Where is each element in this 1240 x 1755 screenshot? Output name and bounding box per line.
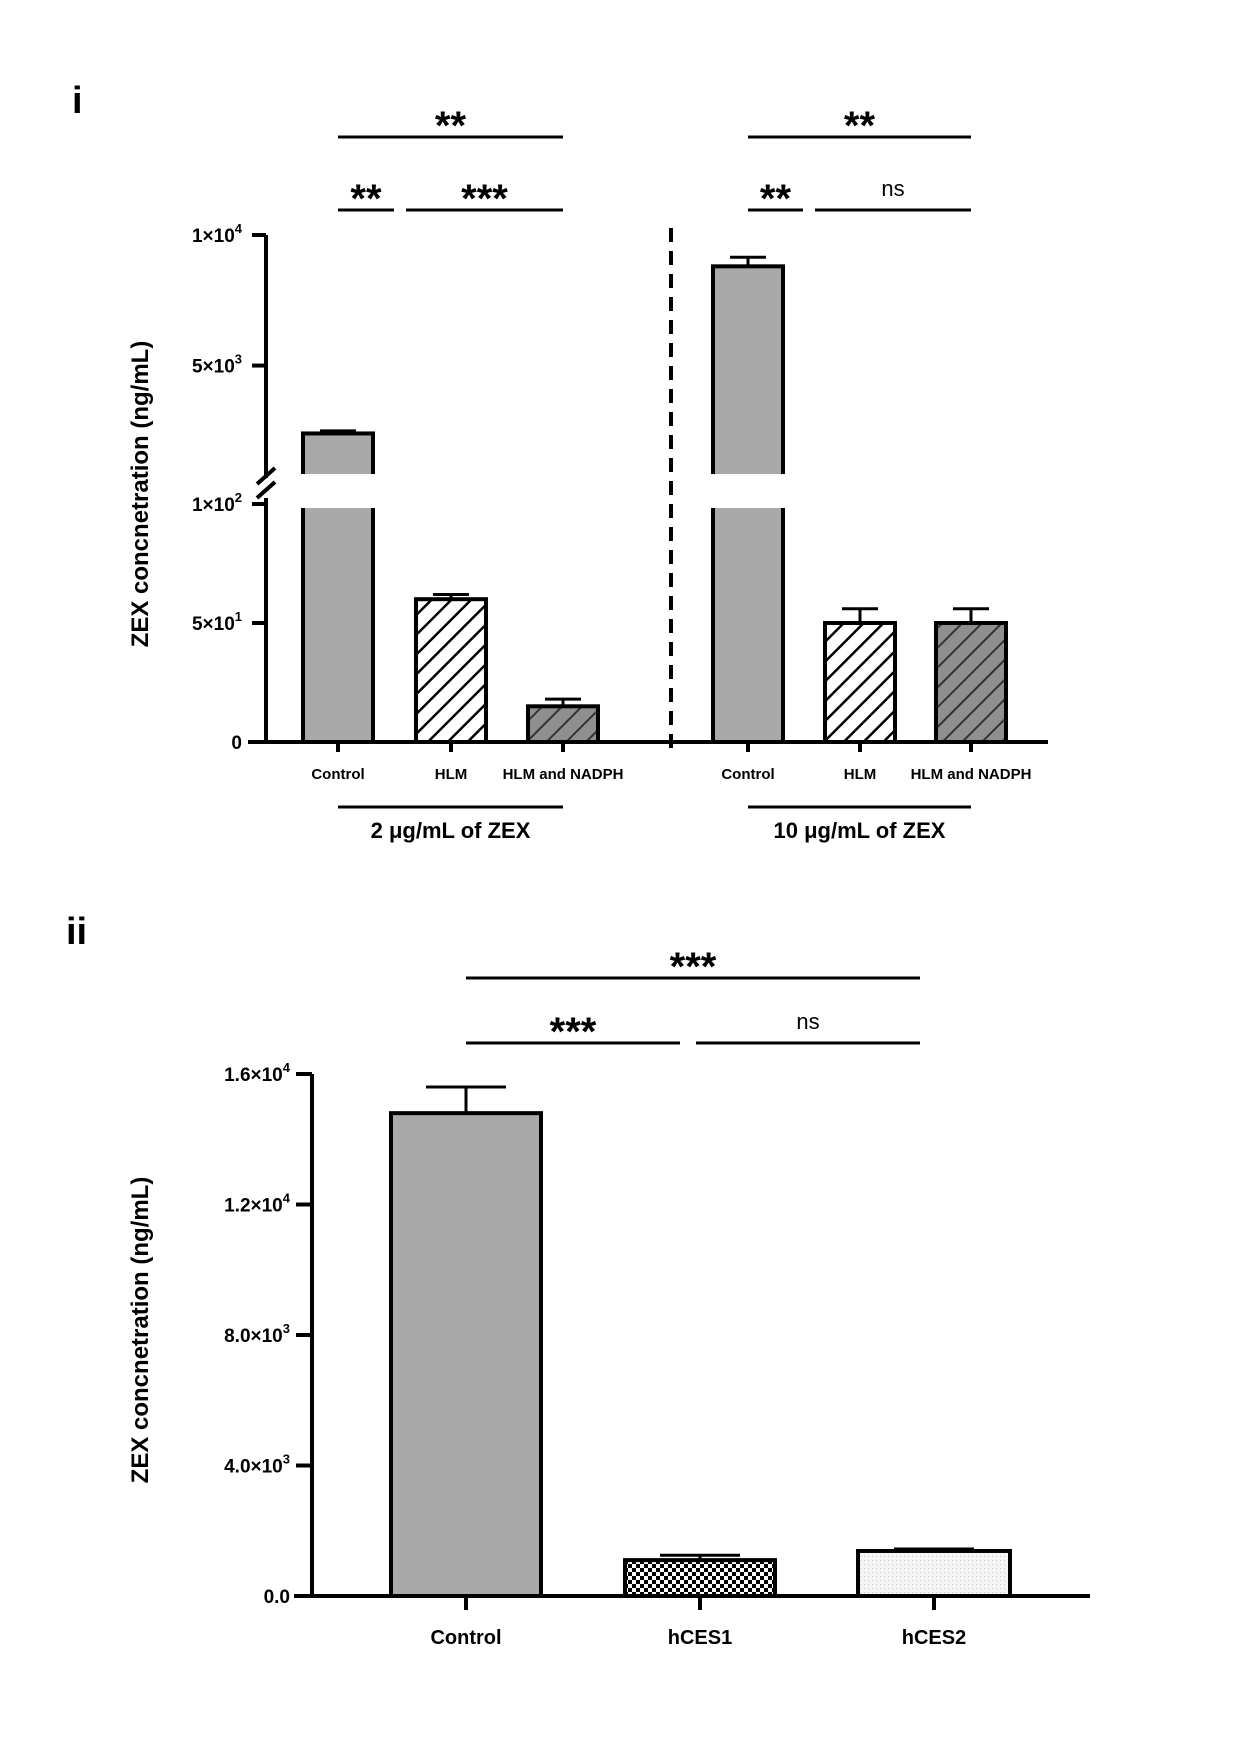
axis-break-mark xyxy=(255,480,277,500)
panel-ii-chart: 0.0 4.0×103 8.0×103 1.2×104 1.6×104 ZEX concn… xyxy=(127,945,1090,1649)
significance-bracket-label: ns xyxy=(881,176,904,201)
y-tick-label: 1×102 xyxy=(192,490,242,516)
significance-bracket-label: ** xyxy=(435,104,467,148)
panel-label-i: i xyxy=(72,80,83,122)
axis-break-mark xyxy=(255,466,277,486)
bar-break-gap xyxy=(710,474,786,508)
significance-bracket-label: *** xyxy=(550,1010,597,1054)
panel-label-ii: ii xyxy=(66,911,87,953)
x-tick-label: HLM xyxy=(844,766,877,783)
x-tick-label: HLM and NADPH xyxy=(503,766,624,783)
x-tick-label: Control xyxy=(430,1627,501,1649)
y-tick-label: 1×104 xyxy=(192,221,243,247)
significance-bracket-label: ** xyxy=(760,177,792,221)
x-tick-label: HLM and NADPH xyxy=(911,766,1032,783)
x-tick-label: Control xyxy=(311,766,364,783)
x-tick-label: Control xyxy=(721,766,774,783)
significance-bracket-label: ** xyxy=(844,104,876,148)
y-tick-label: 5×103 xyxy=(192,352,242,378)
group-label: 10 μg/mL of ZEX xyxy=(774,818,946,843)
bar-hces2 xyxy=(856,1548,1012,1599)
y-tick-label: 1.2×104 xyxy=(224,1191,291,1217)
bar-hlm xyxy=(823,621,897,744)
bar-control xyxy=(389,1111,543,1599)
significance-bracket-label: ns xyxy=(796,1009,819,1034)
y-tick-label: 4.0×103 xyxy=(224,1452,290,1478)
x-tick-label: hCES2 xyxy=(902,1627,966,1649)
y-axis-title: ZEX concnetration (ng/mL) xyxy=(127,1177,154,1484)
group-label: 2 μg/mL of ZEX xyxy=(371,818,531,843)
panel-i-chart: 0 5×101 1×102 5×103 1×104 ZEX concnetration (… xyxy=(127,104,1048,843)
significance-bracket-label: ** xyxy=(350,177,382,221)
y-tick-label: 0.0 xyxy=(264,1587,290,1608)
y-tick-label: 5×101 xyxy=(192,609,242,635)
bar-hlm-and-nadph xyxy=(934,621,1008,744)
y-axis-title: ZEX concnetration (ng/mL) xyxy=(127,341,154,648)
significance-bracket-label: *** xyxy=(670,945,717,989)
bar-break-gap xyxy=(300,474,376,508)
bar-hlm-and-nadph xyxy=(526,704,600,744)
bar-hlm xyxy=(414,597,488,745)
bar-hces1 xyxy=(623,1558,777,1599)
significance-bracket-label: *** xyxy=(461,177,508,221)
x-tick-label: hCES1 xyxy=(668,1627,732,1649)
y-tick-label: 0 xyxy=(231,733,242,754)
y-tick-label: 1.6×104 xyxy=(224,1060,291,1086)
y-tick-label: 8.0×103 xyxy=(224,1321,290,1347)
x-tick-label: HLM xyxy=(435,766,468,783)
